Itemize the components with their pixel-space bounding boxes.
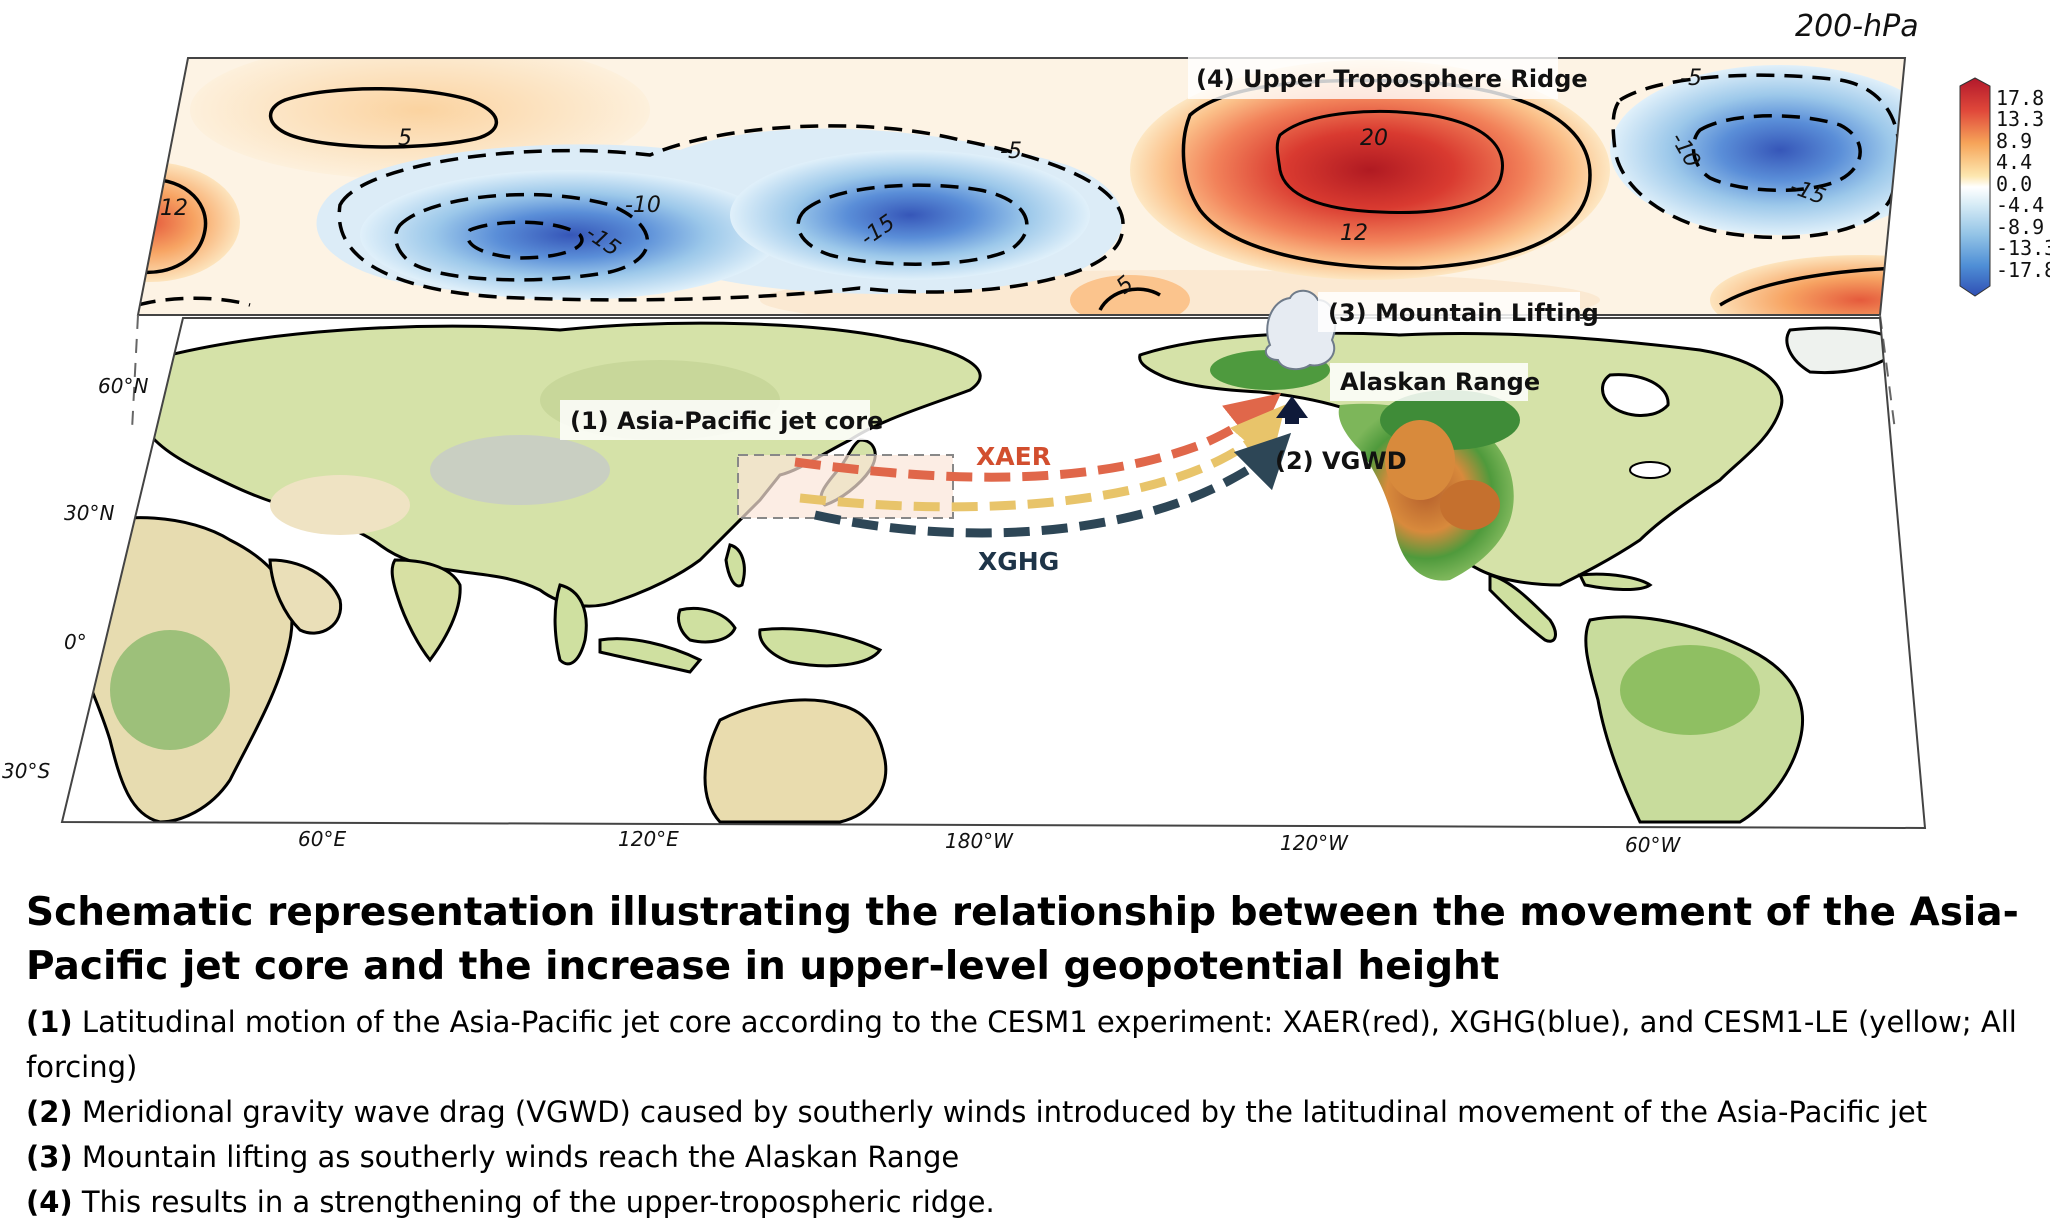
colorbar-tick: -13.3	[1996, 236, 2050, 260]
caption: Schematic representation illustrating th…	[26, 886, 2026, 1225]
caption-item-number: (1)	[26, 1005, 73, 1039]
caption-item-text: Meridional gravity wave drag (VGWD) caus…	[81, 1095, 1928, 1129]
map-panel	[60, 317, 1927, 830]
mountain-lifting-cloud-icon	[1264, 289, 1337, 371]
vgwd-upward-arrow	[1276, 396, 1308, 424]
colorbar-tick: 0.0	[1996, 172, 2032, 196]
colorbar: 17.8 13.3 8.9 4.4 0.0 -4.4 -8.9 -13.3 -1…	[1959, 77, 2050, 297]
lat-label: 30°S	[2, 759, 50, 783]
colorbar-tick: -17.8	[1996, 258, 2050, 282]
caption-item-text: Latitudinal motion of the Asia-Pacific j…	[26, 1005, 2017, 1084]
contour-label: 20	[1360, 126, 1388, 151]
lon-label: 120°E	[618, 827, 679, 851]
ridge-label: (4) Upper Troposphere Ridge	[1196, 65, 1588, 93]
lon-label: 180°W	[945, 829, 1014, 853]
caption-item-number: (4)	[26, 1185, 73, 1219]
caption-item-number: (3)	[26, 1140, 73, 1174]
colorbar-tick: -8.9	[1996, 215, 2044, 239]
caption-item: (4) This results in a strengthening of t…	[26, 1180, 2026, 1225]
contour-label: -5	[1000, 139, 1022, 164]
contour-label: -10	[625, 193, 661, 218]
caption-item: (1) Latitudinal motion of the Asia-Pacif…	[26, 1000, 2026, 1090]
colorbar-tick: -4.4	[1996, 193, 2044, 217]
schematic-figure: 5 -5 -10 -15 -15 12 20 12 5 -5 -10 -15 2…	[2, 9, 2050, 857]
xghg-jet-arrow	[814, 432, 1292, 538]
xghg-label: XGHG	[978, 547, 1059, 576]
contour-label: 12	[160, 196, 188, 221]
colorbar-tick: 8.9	[1996, 129, 2032, 153]
xaer-jet-arrow	[794, 393, 1282, 482]
xaer-label: XAER	[976, 442, 1051, 471]
contour-label: -5	[1680, 66, 1702, 91]
contour-label: 12	[1340, 221, 1368, 246]
upper-panel: 5 -5 -10 -15 -15 12 20 12 5 -5 -10 -15	[136, 57, 1907, 316]
caption-item: (2) Meridional gravity wave drag (VGWD) …	[26, 1090, 2026, 1135]
caption-title: Schematic representation illustrating th…	[26, 890, 2019, 989]
lat-label: 0°	[64, 630, 87, 654]
alaskan-range-label: Alaskan Range	[1340, 368, 1540, 396]
caption-item-text: This results in a strengthening of the u…	[81, 1185, 995, 1219]
colorbar-tick: 4.4	[1996, 150, 2032, 174]
caption-item-number: (2)	[26, 1095, 73, 1129]
mountain-lifting-label: (3) Mountain Lifting	[1328, 299, 1599, 327]
colorbar-tick: 13.3	[1996, 107, 2044, 131]
lon-label: 60°W	[1625, 833, 1681, 857]
lat-label: 30°N	[64, 501, 114, 525]
pressure-level-label: 200-hPa	[1795, 9, 1919, 44]
caption-item: (3) Mountain lifting as southerly winds …	[26, 1135, 2026, 1180]
lat-label: 60°N	[98, 374, 148, 398]
panel-connectors	[131, 314, 1896, 431]
vgwd-label: (2) VGWD	[1275, 447, 1407, 475]
lon-label: 120°W	[1280, 831, 1349, 855]
caption-item-text: Mountain lifting as southerly winds reac…	[81, 1140, 960, 1174]
colorbar-tick: 17.8	[1996, 86, 2044, 110]
lon-label: 60°E	[298, 827, 346, 851]
jet-core-label: (1) Asia-Pacific jet core	[570, 407, 883, 435]
contour-label: 5	[398, 126, 412, 151]
